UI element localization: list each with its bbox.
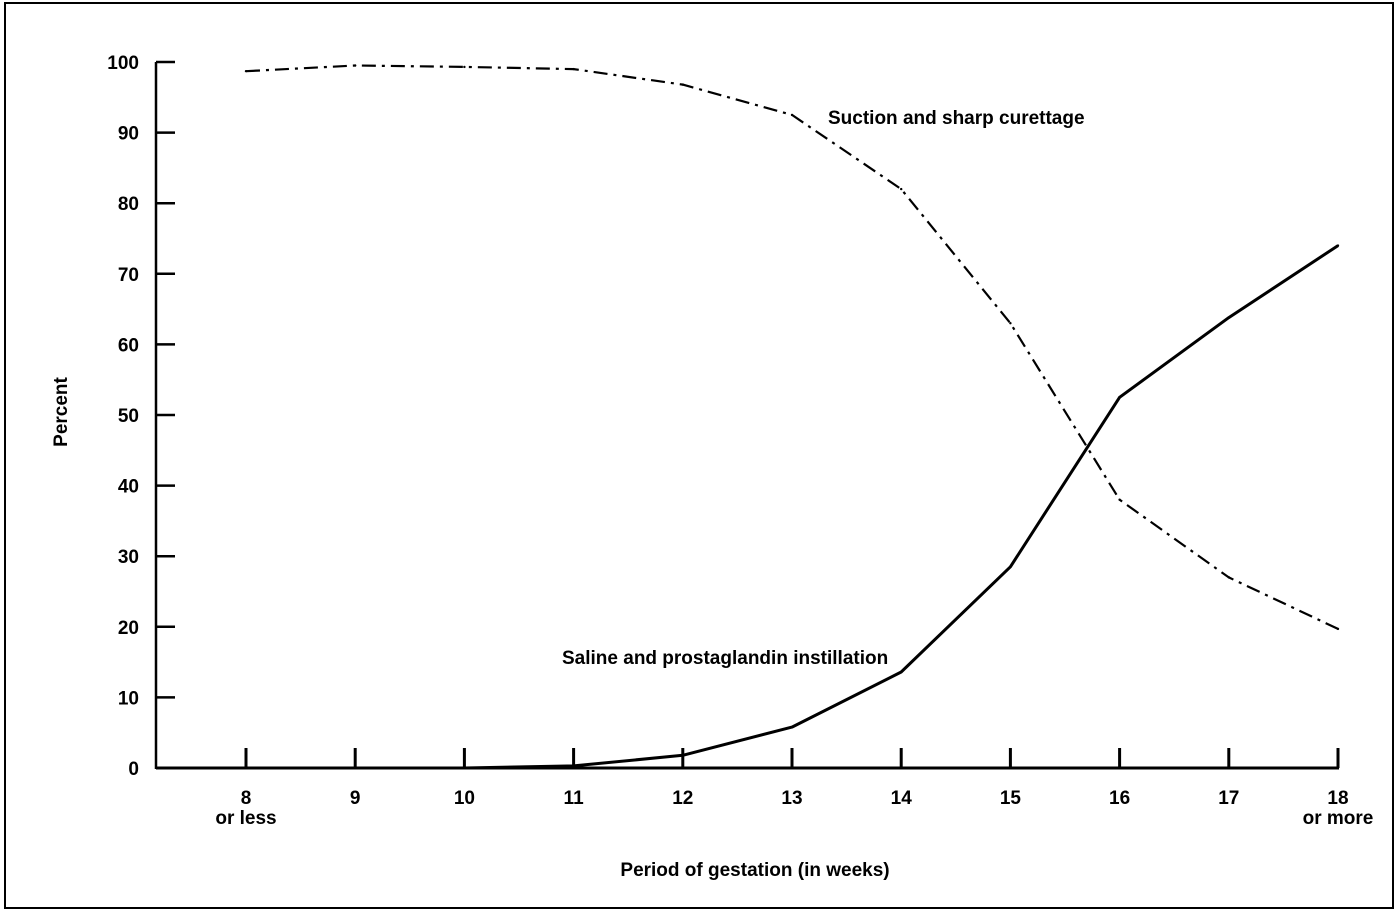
data-point-suction	[244, 69, 248, 73]
x-tick-label: 18	[1327, 788, 1348, 809]
data-point-saline	[1009, 565, 1012, 568]
x-tick-label: or more	[1303, 808, 1374, 829]
y-axis-ticks: 0 10 20 30 40 50 60 70 80 90 100	[107, 53, 175, 780]
x-tick-label: 16	[1109, 788, 1130, 809]
y-axis-label: Percent	[51, 376, 72, 446]
data-point-suction	[572, 67, 575, 71]
data-point-suction	[1009, 322, 1012, 325]
y-tick-label: 10	[118, 688, 139, 709]
data-point-saline	[354, 766, 357, 770]
series-layer	[244, 64, 1340, 770]
data-point-saline	[572, 764, 575, 768]
x-tick-label: 17	[1218, 788, 1239, 809]
x-tick-label: 10	[454, 788, 475, 809]
data-point-suction	[1336, 627, 1340, 631]
y-tick-label: 100	[107, 53, 139, 74]
x-tick-label: 8	[241, 788, 252, 809]
data-point-suction	[900, 187, 903, 191]
y-tick-label: 80	[118, 194, 139, 215]
data-point-suction	[354, 64, 357, 67]
series-label-saline: Saline and prostaglandin instillation	[562, 648, 888, 669]
x-tick-label: 9	[350, 788, 361, 809]
x-axis-label: Period of gestation (in weeks)	[620, 860, 889, 881]
data-point-suction	[1118, 498, 1121, 501]
x-tick-label: or less	[215, 808, 276, 829]
y-tick-label: 20	[118, 618, 139, 639]
data-point-suction	[463, 65, 466, 69]
y-tick-label: 70	[118, 265, 139, 286]
series-line-suction	[245, 64, 1339, 630]
y-tick-label: 30	[118, 547, 139, 568]
data-point-saline	[1227, 316, 1231, 319]
data-point-saline	[463, 766, 466, 770]
data-point-saline	[244, 766, 248, 770]
x-tick-label: 15	[1000, 788, 1022, 809]
data-point-saline	[790, 725, 794, 729]
series-label-suction: Suction and sharp curettage	[828, 108, 1085, 129]
x-tick-label: 12	[672, 788, 693, 809]
x-tick-label: 14	[891, 788, 913, 809]
series-line-saline	[246, 244, 1339, 770]
data-point-saline	[1336, 244, 1340, 247]
data-point-suction	[681, 83, 684, 86]
data-point-saline	[681, 754, 684, 757]
y-tick-label: 40	[118, 477, 139, 498]
data-point-suction	[790, 113, 794, 117]
x-tick-label: 11	[564, 788, 585, 809]
chart-frame	[4, 2, 1394, 909]
data-point-saline	[900, 670, 903, 674]
y-tick-label: 60	[118, 335, 139, 356]
y-tick-label: 0	[128, 759, 139, 780]
y-tick-label: 50	[118, 406, 139, 427]
data-point-saline	[1118, 396, 1121, 399]
y-tick-label: 90	[118, 124, 139, 145]
x-tick-label: 13	[781, 788, 802, 809]
data-point-suction	[1227, 576, 1231, 579]
